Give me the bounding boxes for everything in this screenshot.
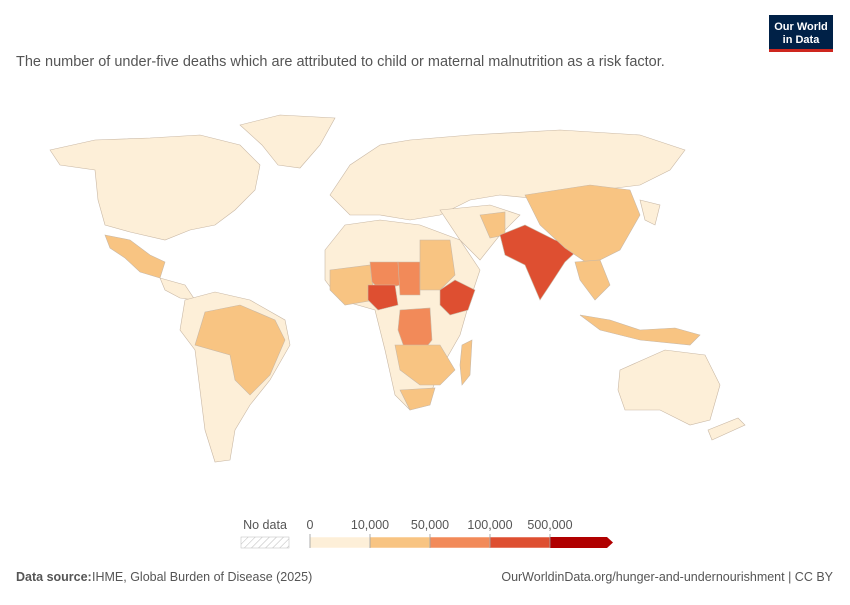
legend-bin (429, 536, 491, 549)
country[interactable] (419, 239, 456, 291)
country[interactable] (459, 339, 473, 386)
logo-text: in Data (783, 34, 821, 46)
legend-tick-label: 10,000 (351, 518, 389, 532)
country[interactable] (524, 184, 641, 266)
logo-underline (769, 49, 833, 52)
country[interactable] (329, 264, 376, 306)
source: IHME, Global Burden of Disease (2025) (92, 570, 312, 584)
country[interactable] (439, 279, 476, 316)
logo-text: Our World (774, 21, 828, 33)
subtitle: The number of under-five deaths which ar… (16, 54, 665, 70)
country[interactable] (159, 277, 196, 301)
legend-bin (369, 536, 431, 549)
country[interactable] (707, 417, 746, 441)
map (49, 114, 746, 463)
legend-no-data-swatch (240, 536, 290, 549)
legend-bin (309, 536, 371, 549)
source-link[interactable]: OurWorldinData.org/hunger-and-undernouri… (501, 570, 833, 584)
country[interactable] (49, 134, 261, 241)
country[interactable] (194, 304, 286, 396)
country[interactable] (329, 129, 686, 221)
country[interactable] (574, 259, 611, 301)
country[interactable] (579, 314, 701, 346)
legend-tick-label: 100,000 (467, 518, 512, 532)
country[interactable] (239, 114, 336, 169)
legend-bin (550, 537, 613, 548)
legend: No data 0 10,000 50,000 100,000 500,000 (240, 518, 613, 549)
country[interactable] (639, 199, 661, 226)
legend-bin (489, 536, 551, 549)
country[interactable] (394, 344, 456, 386)
legend-tick-label: 500,000 (527, 518, 572, 532)
country[interactable] (367, 284, 399, 311)
legend-tick-label: 50,000 (411, 518, 449, 532)
legend-tick-label: 0 (307, 518, 314, 532)
source-label: Data source: (16, 570, 92, 584)
logo[interactable] (769, 15, 833, 50)
country[interactable] (397, 261, 421, 296)
country[interactable] (399, 387, 436, 411)
country[interactable] (617, 349, 721, 426)
legend-no-data-label: No data (243, 518, 287, 532)
